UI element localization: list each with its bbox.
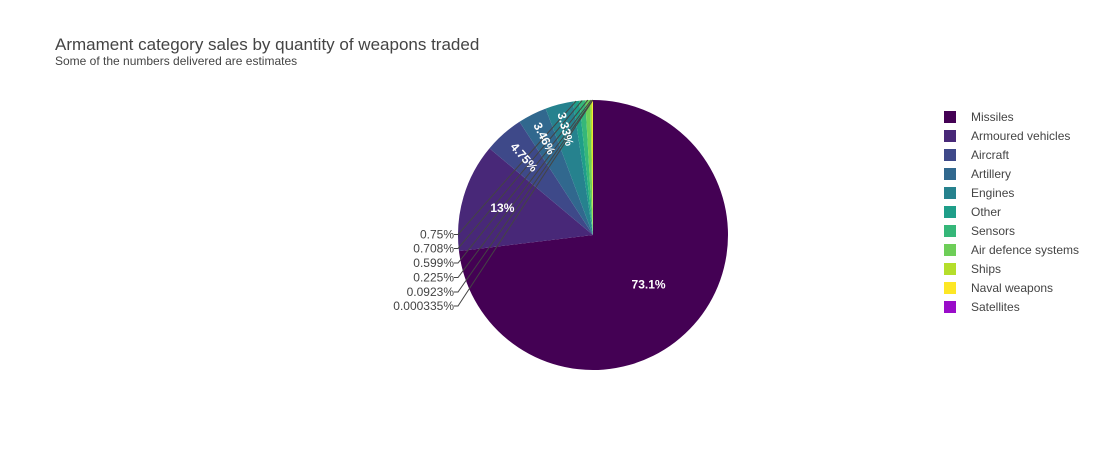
legend-label: Engines <box>971 185 1015 200</box>
legend-item-missiles[interactable]: Missiles <box>944 107 1079 126</box>
legend-swatch <box>944 148 956 161</box>
slice-label-air-defence-systems: 0.599% <box>413 256 454 270</box>
legend-item-armoured-vehicles[interactable]: Armoured vehicles <box>944 126 1079 145</box>
legend-item-sensors[interactable]: Sensors <box>944 221 1079 240</box>
legend-item-ships[interactable]: Ships <box>944 259 1079 278</box>
legend-label: Aircraft <box>971 147 1010 162</box>
legend-swatch <box>944 186 956 199</box>
slice-label-ships: 0.225% <box>413 271 454 285</box>
legend-swatch <box>944 281 956 294</box>
legend-label: Missiles <box>971 109 1014 124</box>
connector-ships <box>454 99 592 278</box>
legend-label: Other <box>971 204 1002 219</box>
legend-label: Armoured vehicles <box>971 128 1071 143</box>
label-connectors <box>454 99 594 307</box>
slice-label-armoured-vehicles: 13% <box>490 201 514 215</box>
slice-label-other: 0.75% <box>420 228 454 242</box>
legend-item-naval-weapons[interactable]: Naval weapons <box>944 278 1079 297</box>
legend-swatch <box>944 167 956 180</box>
legend-swatch <box>944 262 956 275</box>
connector-sensors <box>454 100 583 249</box>
legend: Missiles Armoured vehicles Aircraft Artille… <box>944 107 1079 316</box>
legend-label: Satellites <box>971 299 1020 314</box>
chart-title: Armament category sales by quantity of w… <box>55 35 480 54</box>
legend-label: Air defence systems <box>971 242 1080 257</box>
legend-label: Sensors <box>971 223 1016 238</box>
slice-labels: 73.1%13%4.75%3.46%3.33%0.75%0.708%0.599%… <box>393 111 666 313</box>
legend-swatch <box>944 110 956 123</box>
legend-swatch <box>944 243 956 256</box>
legend-item-air-defence-systems[interactable]: Air defence systems <box>944 240 1079 259</box>
legend-label: Artillery <box>971 166 1012 181</box>
connector-other <box>454 100 577 235</box>
legend-item-artillery[interactable]: Artillery <box>944 164 1079 183</box>
slice-other[interactable] <box>572 100 593 235</box>
slice-artillery[interactable] <box>519 108 593 235</box>
connector-naval-weapons <box>454 99 594 293</box>
legend-label: Ships <box>971 261 1002 276</box>
slice-label-naval-weapons: 0.0923% <box>407 285 455 299</box>
slice-label-sensors: 0.708% <box>413 242 454 256</box>
slice-naval-weapons[interactable] <box>592 100 593 235</box>
slice-missiles[interactable] <box>458 100 728 371</box>
legend-item-other[interactable]: Other <box>944 202 1079 221</box>
legend-swatch <box>944 224 956 237</box>
legend-item-satellites[interactable]: Satellites <box>944 297 1079 316</box>
legend-swatch <box>944 300 956 313</box>
slice-armoured-vehicles[interactable] <box>457 148 593 252</box>
connector-air-defence-systems <box>454 99 589 264</box>
slice-air-defence-systems[interactable] <box>585 100 593 235</box>
slice-label-missiles: 73.1% <box>632 277 666 291</box>
slice-sensors[interactable] <box>579 100 593 235</box>
chart-subtitle: Some of the numbers delivered are estima… <box>55 54 298 68</box>
legend-swatch <box>944 129 956 142</box>
connector-satellites <box>454 99 594 307</box>
slice-engines[interactable] <box>545 101 593 236</box>
legend-item-engines[interactable]: Engines <box>944 183 1079 202</box>
legend-swatch <box>944 205 956 218</box>
slice-label-satellites: 0.000335% <box>393 299 454 313</box>
slice-ships[interactable] <box>590 100 593 235</box>
legend-item-aircraft[interactable]: Aircraft <box>944 145 1079 164</box>
legend-label: Naval weapons <box>971 280 1054 295</box>
